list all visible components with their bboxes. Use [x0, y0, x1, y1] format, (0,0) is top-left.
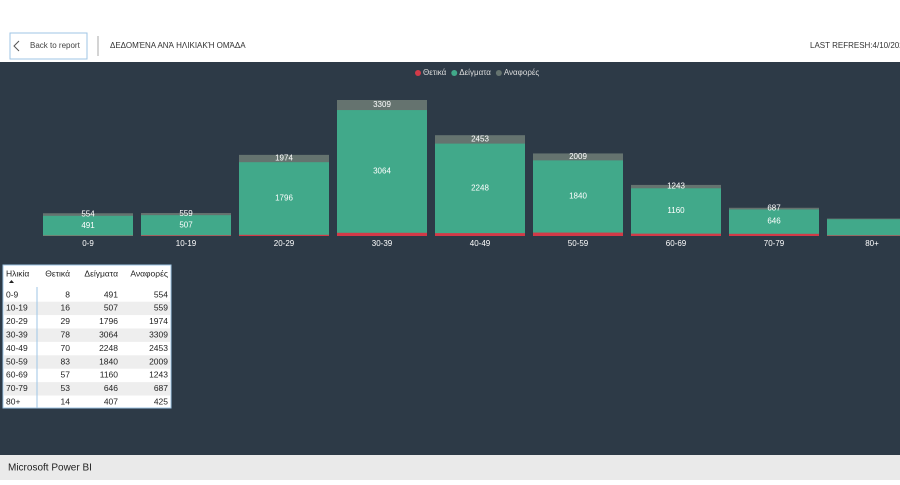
refresh: LAST REFRESH:4/10/202	[810, 41, 900, 50]
table-cell: 554	[154, 289, 168, 299]
data-label: 687	[767, 204, 781, 213]
table-cell: 1796	[99, 316, 118, 326]
data-label: 3064	[373, 167, 391, 176]
data-label: 1840	[569, 192, 587, 201]
bar[interactable]	[827, 235, 900, 236]
table-cell: 425	[154, 396, 168, 406]
table-cell: 30-39	[6, 329, 28, 339]
table-cell: 14	[61, 396, 71, 406]
table-cell: 80+	[6, 396, 20, 406]
table-cell: 687	[154, 383, 168, 393]
footer-text: Microsoft Power BI	[8, 463, 92, 474]
legend-marker	[496, 70, 502, 76]
bar[interactable]	[141, 235, 231, 236]
table-header[interactable]: Θετικά	[45, 268, 70, 278]
bar[interactable]	[533, 233, 623, 236]
legend-label[interactable]: Αναφορές	[504, 68, 540, 77]
table-row-bg	[4, 355, 170, 368]
table-cell: 2009	[149, 356, 168, 366]
table-cell: 29	[61, 316, 71, 326]
x-tick-label: 70-79	[764, 239, 785, 248]
table-cell: 1243	[149, 370, 168, 380]
data-label: 1160	[667, 206, 685, 215]
data-label: 1796	[275, 194, 293, 203]
table-cell: 53	[61, 383, 71, 393]
table-cell: 70	[61, 343, 71, 353]
table-cell: 0-9	[6, 289, 19, 299]
table-cell: 8	[65, 289, 70, 299]
table-row-bg	[4, 302, 170, 315]
bar[interactable]	[631, 234, 721, 236]
data-label: 3309	[373, 100, 391, 109]
table-cell: 83	[61, 356, 71, 366]
back-label[interactable]: Back to report	[30, 41, 81, 50]
table-cell: 1974	[149, 316, 168, 326]
bar[interactable]	[827, 219, 900, 236]
data-label: 2009	[569, 152, 587, 161]
table-cell: 10-19	[6, 303, 28, 313]
x-tick-label: 60-69	[666, 239, 687, 248]
table-row-bg	[4, 329, 170, 342]
x-tick-label: 80+	[865, 239, 879, 248]
bar[interactable]	[729, 234, 819, 236]
table-cell: 491	[104, 289, 118, 299]
x-tick-label: 40-49	[470, 239, 491, 248]
data-label: 2248	[471, 183, 489, 192]
table-cell: 50-59	[6, 356, 28, 366]
table-cell: 559	[154, 303, 168, 313]
table-cell: 40-49	[6, 343, 28, 353]
data-label: 646	[767, 217, 781, 226]
x-tick-label: 0-9	[82, 239, 94, 248]
table-cell: 3309	[149, 329, 168, 339]
legend-marker	[415, 70, 421, 76]
bar[interactable]	[435, 233, 525, 236]
x-tick-label: 20-29	[274, 239, 295, 248]
bar[interactable]	[337, 233, 427, 236]
table-header[interactable]: Αναφορές	[130, 268, 168, 278]
bar[interactable]	[239, 235, 329, 236]
legend-label[interactable]: Θετικά	[423, 68, 447, 77]
table-cell: 646	[104, 383, 118, 393]
table-cell: 78	[61, 329, 71, 339]
x-tick-label: 50-59	[568, 239, 589, 248]
table-row-bg	[4, 382, 170, 395]
footer-bar	[0, 455, 900, 480]
data-label: 491	[81, 221, 95, 230]
data-label: 554	[81, 210, 95, 219]
table-cell: 20-29	[6, 316, 28, 326]
table-cell: 2453	[149, 343, 168, 353]
legend-marker	[451, 70, 457, 76]
data-label: 507	[179, 220, 193, 229]
table-cell: 1840	[99, 356, 118, 366]
table-cell: 16	[61, 303, 71, 313]
table-cell: 507	[104, 303, 118, 313]
table-header[interactable]: Ηλικία	[6, 268, 29, 278]
table-cell: 60-69	[6, 370, 28, 380]
table-header[interactable]: Δείγματα	[84, 268, 118, 278]
legend-label[interactable]: Δείγματα	[459, 68, 491, 77]
table-cell: 407	[104, 396, 118, 406]
table-cell: 1160	[100, 370, 119, 380]
table-cell: 57	[61, 370, 71, 380]
data-label: 1243	[667, 182, 685, 191]
table-cell: 3064	[99, 329, 118, 339]
page-title: ΔΕΔΟΜΈΝΑ ΑΝΆ ΗΛΙΚΙΑΚΉ ΟΜΆΔΑ	[110, 41, 246, 50]
table-cell: 70-79	[6, 383, 28, 393]
x-tick-label: 10-19	[176, 239, 197, 248]
top-bar	[0, 0, 900, 62]
table-cell: 2248	[99, 343, 118, 353]
data-label: 2453	[471, 135, 489, 144]
data-label: 1974	[275, 154, 293, 163]
data-label: 559	[179, 209, 193, 218]
x-tick-label: 30-39	[372, 239, 393, 248]
